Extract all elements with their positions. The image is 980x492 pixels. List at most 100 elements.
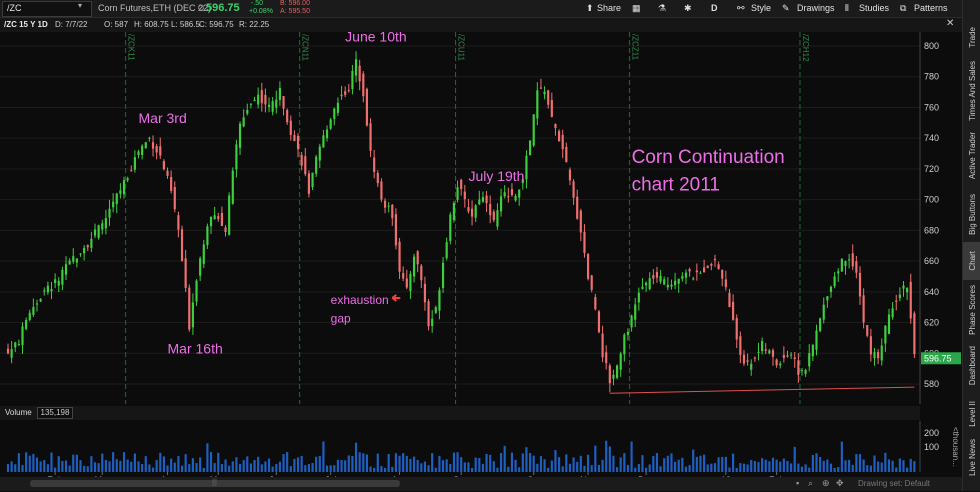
tab-chart[interactable]: Chart xyxy=(963,242,980,280)
studies-button[interactable]: Studies xyxy=(859,3,890,13)
volume-bar xyxy=(655,453,659,472)
layout-icon[interactable]: ▦ xyxy=(632,3,641,13)
volume-bar xyxy=(659,466,662,472)
volume-bar xyxy=(231,461,234,472)
volume-bar xyxy=(746,464,749,472)
studies-icon[interactable]: ⫴ xyxy=(845,3,849,13)
volume-bar xyxy=(46,464,49,472)
volume-bar xyxy=(663,458,666,472)
candle-body xyxy=(351,70,354,90)
last-price: 596.75 xyxy=(206,2,240,14)
pan-icon[interactable]: ✥ xyxy=(836,478,844,488)
volume-bar xyxy=(557,457,561,472)
volume-bar xyxy=(909,458,912,472)
volume-bar xyxy=(470,467,474,472)
tab-phase-scores[interactable]: Phase Scores xyxy=(967,285,977,335)
volume-bar xyxy=(93,462,97,472)
drawings-icon[interactable]: ✎ xyxy=(782,3,790,13)
volume-bar xyxy=(249,463,252,472)
candle-body xyxy=(619,353,622,370)
volume-bar xyxy=(761,458,764,472)
candle-body xyxy=(112,201,115,208)
style-icon[interactable]: ⚯ xyxy=(737,3,745,13)
volume-bar xyxy=(43,460,46,472)
search-icon[interactable]: ⌕ xyxy=(808,478,814,488)
volume-bar xyxy=(717,457,720,472)
share-icon[interactable]: ⬆ xyxy=(586,3,594,13)
candle-body xyxy=(315,156,318,174)
trendline xyxy=(609,386,915,394)
volume-bar xyxy=(79,460,82,472)
tab-level-ii[interactable]: Level II xyxy=(967,401,977,427)
candle-body xyxy=(50,289,53,292)
flask-icon[interactable]: ⚗ xyxy=(658,3,667,13)
volume-bar xyxy=(800,466,804,472)
settings-icon[interactable]: ✱ xyxy=(684,3,692,13)
tab-trade[interactable]: Trade xyxy=(967,26,977,48)
volume-bar xyxy=(162,456,165,472)
gear-icon[interactable]: ⚙ xyxy=(197,3,206,13)
share-button[interactable]: Share xyxy=(597,3,622,13)
chart-annotation: June 10th xyxy=(345,32,407,44)
patterns-icon[interactable]: ⧉ xyxy=(900,3,907,13)
volume-bar xyxy=(271,466,274,472)
candle-body xyxy=(840,258,843,272)
candle-body xyxy=(409,274,412,291)
volume-bar xyxy=(583,465,586,472)
volume-bar xyxy=(735,467,738,472)
candle-body xyxy=(590,275,593,290)
candle-body xyxy=(891,308,894,318)
tab-active-trader[interactable]: Active Trader xyxy=(967,132,977,180)
volume-bar xyxy=(184,454,187,472)
volume-bar xyxy=(819,456,822,472)
volume-bar xyxy=(666,455,669,472)
volume-bar xyxy=(380,466,383,472)
tab-big-buttons[interactable]: Big Buttons xyxy=(967,193,977,235)
scroll-thumb[interactable] xyxy=(30,480,400,487)
volume-bar xyxy=(257,456,260,472)
volume-bar xyxy=(518,467,521,472)
candle-body xyxy=(25,320,28,329)
zoom-in-icon[interactable]: ⊕ xyxy=(822,478,830,488)
bottom-scrollbar[interactable]: ▒ ▪ ⌕ ⊕ ✥ Drawing set: Default xyxy=(0,477,962,491)
volume-tick-label: 100 xyxy=(924,442,939,452)
volume-bar xyxy=(848,459,851,472)
volume-bar xyxy=(829,463,833,472)
tab-live-news[interactable]: Live News xyxy=(967,438,977,476)
volume-bar xyxy=(122,452,126,472)
chevron-down-icon[interactable]: ▾ xyxy=(78,1,83,10)
symbol-input[interactable]: /ZC xyxy=(2,1,92,17)
chart-annotation: Mar 3rd xyxy=(139,110,187,126)
volume-bar xyxy=(576,461,579,472)
close-icon[interactable]: ✕ xyxy=(946,18,955,29)
patterns-button[interactable]: Patterns xyxy=(914,3,948,13)
volume-bar xyxy=(336,459,340,472)
volume-bar xyxy=(275,464,278,472)
style-button[interactable]: Style xyxy=(751,3,772,13)
candles xyxy=(6,51,916,393)
candle-body xyxy=(485,195,488,204)
volume-units-label: <thousan... xyxy=(951,427,960,467)
volume-bar xyxy=(300,455,303,472)
tab-dashboard[interactable]: Dashboard xyxy=(967,346,977,386)
zoom-out-icon[interactable]: ▪ xyxy=(796,478,800,488)
candle-body xyxy=(572,181,575,198)
candle-body xyxy=(173,186,176,210)
candle-body xyxy=(166,170,169,176)
candle-body xyxy=(423,283,427,303)
candle-body xyxy=(576,196,579,219)
period-button[interactable]: D xyxy=(711,3,718,13)
price-chart[interactable]: /ZCK11/ZCN11/ZCU11/ZCZ11/ZCH12 580600620… xyxy=(0,32,962,492)
candle-body xyxy=(815,330,818,350)
volume-bar xyxy=(771,457,775,472)
volume-bar xyxy=(242,460,245,472)
drawings-button[interactable]: Drawings xyxy=(797,3,835,13)
candle-body xyxy=(753,357,756,359)
volume-bar xyxy=(188,464,191,472)
volume-bar xyxy=(195,463,198,472)
candle-body xyxy=(786,355,789,357)
bar-open: O: 587 xyxy=(104,20,129,29)
volume-bar xyxy=(877,461,880,472)
tab-times-and-sales[interactable]: Times And Sales xyxy=(967,61,977,121)
net-change: -.50 xyxy=(251,0,264,7)
